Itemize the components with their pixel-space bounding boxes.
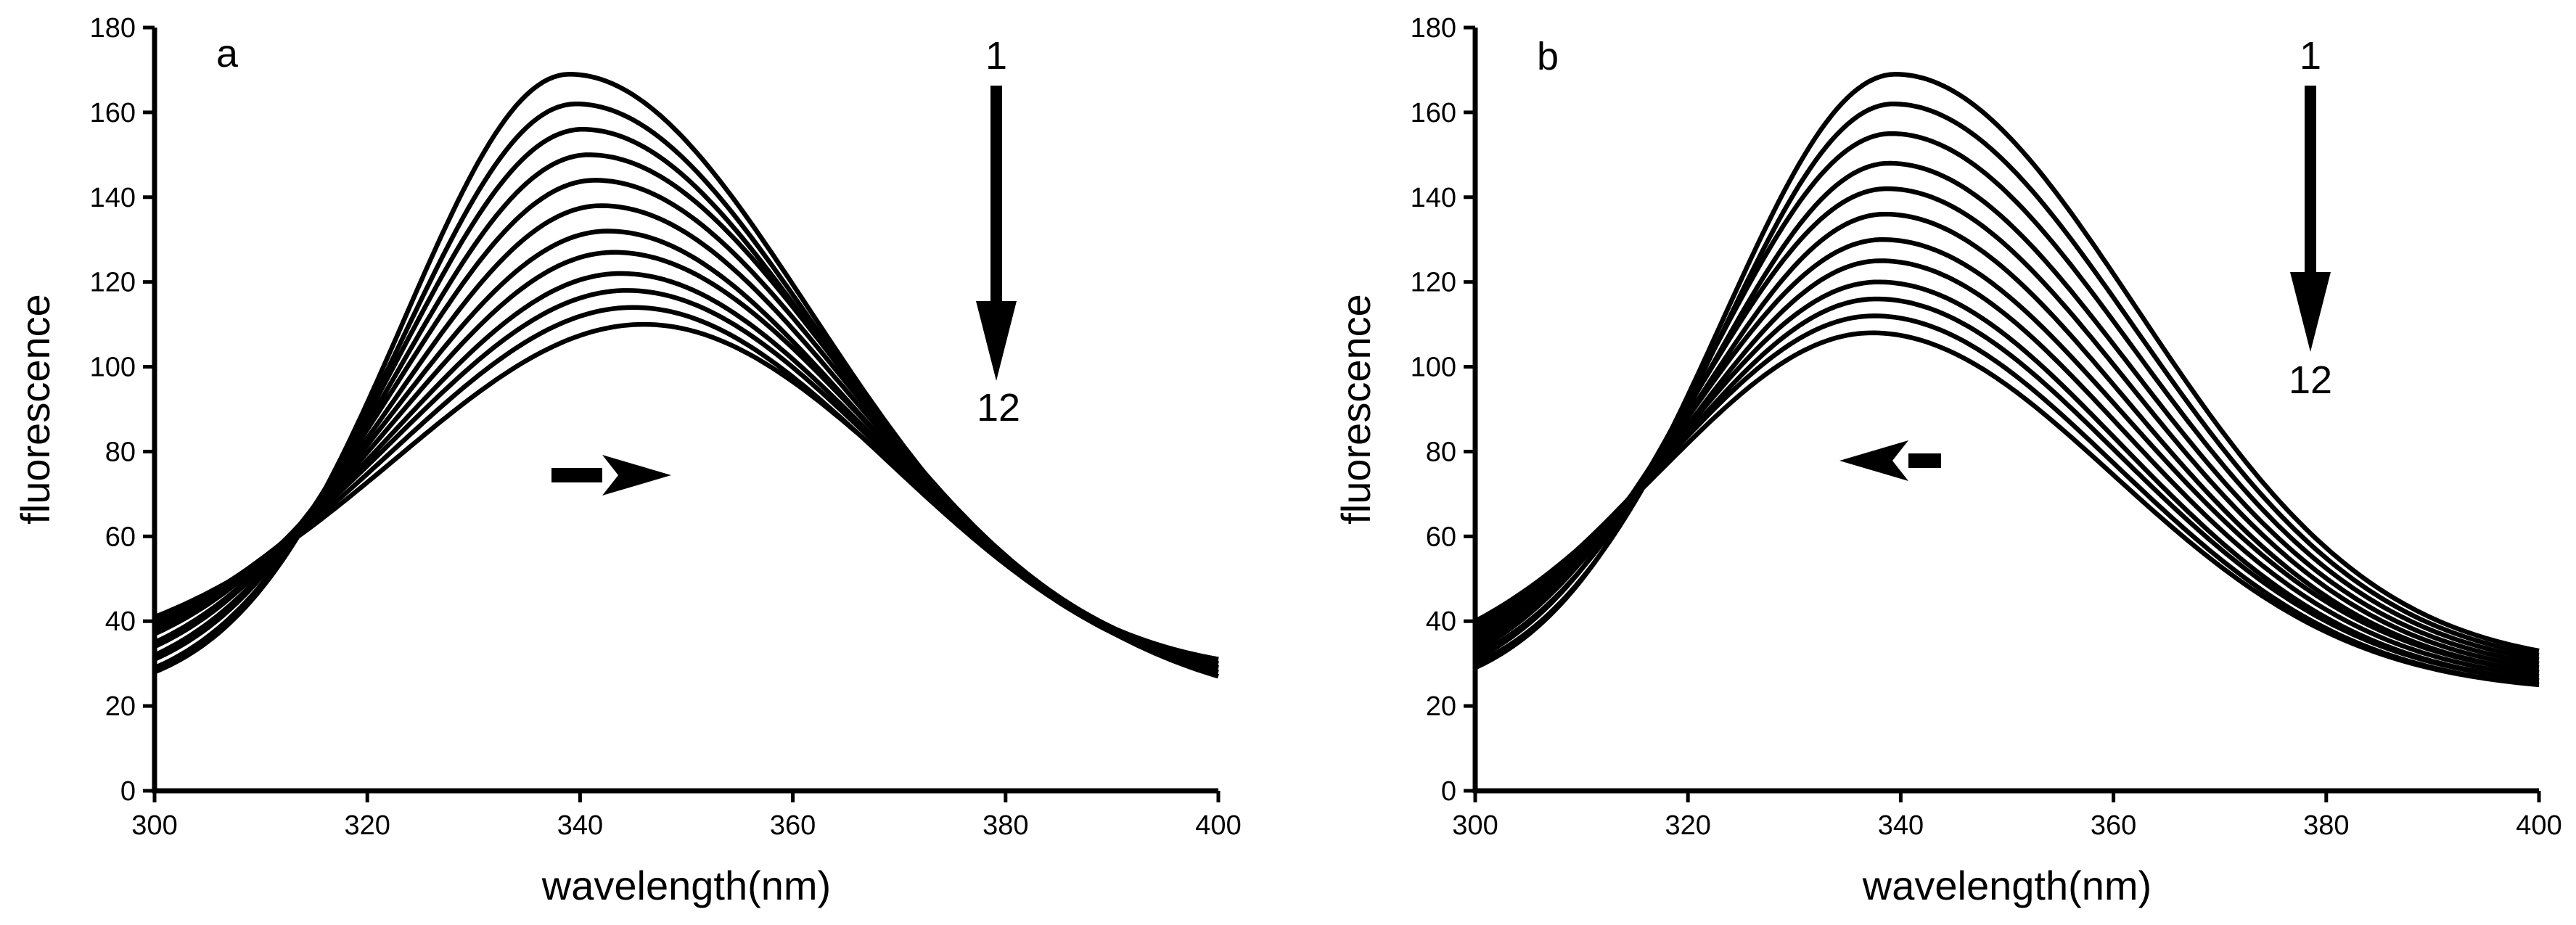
trend-arrow-head xyxy=(976,301,1017,381)
x-tick-label: 380 xyxy=(2303,810,2349,841)
series-line-12 xyxy=(153,321,1219,679)
y-tick-label: 140 xyxy=(1411,183,1456,213)
y-tick-label: 160 xyxy=(90,98,136,128)
shift-arrow-head xyxy=(1839,440,1908,481)
x-tick-label: 340 xyxy=(1878,810,1924,841)
y-axis-title: fluorescence xyxy=(12,294,58,525)
series-group xyxy=(153,72,1219,679)
arrow-start-label: 1 xyxy=(2300,34,2321,78)
y-tick-label: 100 xyxy=(90,353,136,383)
y-axis-title: fluorescence xyxy=(1333,294,1379,525)
x-axis-title: wavelength(nm) xyxy=(541,863,831,908)
y-tick-label: 0 xyxy=(1441,776,1456,807)
y-tick-label: 60 xyxy=(105,522,136,552)
y-tick-label: 60 xyxy=(1426,522,1456,552)
x-tick-label: 400 xyxy=(1195,810,1241,841)
series-group xyxy=(1474,72,2540,688)
series-line-12 xyxy=(1474,330,2540,688)
panel-a: 0 20 40 60 80 100 120 140 160 180 300 320 340 360 380 4… xyxy=(12,13,1242,908)
series-line-10 xyxy=(153,288,1219,670)
y-tick-label: 40 xyxy=(105,607,136,637)
y-tick-label: 160 xyxy=(1411,98,1456,128)
series-line-3 xyxy=(1474,131,2540,662)
x-tick-label: 300 xyxy=(131,810,177,841)
series-line-9 xyxy=(153,271,1219,670)
y-tick-label: 120 xyxy=(90,268,136,298)
arrow-end-label: 12 xyxy=(977,386,1020,429)
series-line-7 xyxy=(1474,237,2540,675)
panel-label: a xyxy=(216,32,239,75)
y-tick-label: 80 xyxy=(1426,437,1456,467)
y-tick-label: 20 xyxy=(1426,691,1456,722)
y-tick-label: 20 xyxy=(105,691,136,722)
x-tick-label: 320 xyxy=(1665,810,1710,841)
series-line-2 xyxy=(153,101,1219,670)
trend-arrow-head xyxy=(2290,272,2331,352)
shift-arrow-head xyxy=(602,455,671,496)
panel-label: b xyxy=(1537,35,1559,78)
x-tick-label: 380 xyxy=(983,810,1028,841)
y-tick-label: 120 xyxy=(1411,268,1456,298)
series-line-11 xyxy=(153,305,1219,675)
x-tick-label: 320 xyxy=(344,810,390,841)
y-tick-label: 100 xyxy=(1411,353,1456,383)
x-tick-label: 360 xyxy=(2091,810,2136,841)
x-tick-label: 300 xyxy=(1452,810,1498,841)
x-axis-title: wavelength(nm) xyxy=(1862,863,2152,908)
x-tick-label: 360 xyxy=(770,810,816,841)
x-tick-label: 340 xyxy=(557,810,603,841)
y-tick-label: 80 xyxy=(105,437,136,467)
y-tick-label: 40 xyxy=(1426,607,1456,637)
x-tick-label: 400 xyxy=(2516,810,2561,841)
panel-b: 0 20 40 60 80 100 120 140 160 180 300 320 340 360 380 4… xyxy=(1333,13,2562,908)
arrow-start-label: 1 xyxy=(985,34,1007,78)
y-tick-label: 180 xyxy=(90,13,136,44)
y-tick-label: 180 xyxy=(1411,13,1456,44)
y-tick-label: 0 xyxy=(120,776,136,807)
series-line-3 xyxy=(153,127,1219,662)
arrow-end-label: 12 xyxy=(2289,358,2332,402)
y-tick-label: 140 xyxy=(90,183,136,213)
